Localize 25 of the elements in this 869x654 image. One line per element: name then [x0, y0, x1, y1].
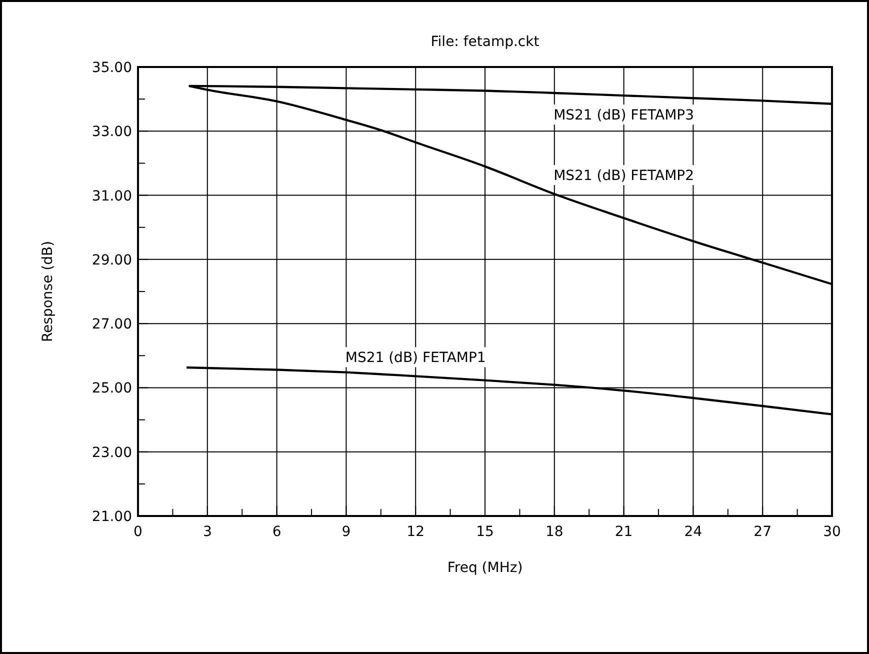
x-tick-label: 3 — [202, 524, 212, 540]
series-label: MS21 (dB) FETAMP3 — [554, 108, 694, 124]
x-tick-label: 21 — [614, 524, 633, 540]
x-tick-label: 9 — [342, 524, 351, 540]
series-label: MS21 (dB) FETAMP2 — [554, 168, 694, 184]
y-tick-label: 27.00 — [92, 316, 132, 333]
x-tick-label: 18 — [545, 524, 564, 540]
x-tick-label: 15 — [476, 524, 494, 540]
x-tick-label: 12 — [406, 524, 425, 540]
chart-title: File: fetamp.ckt — [430, 34, 540, 50]
y-tick-label: 35.00 — [92, 60, 132, 76]
y-tick-label: 23.00 — [92, 444, 132, 461]
y-tick-label: 31.00 — [92, 188, 132, 204]
series-label: MS21 (dB) FETAMP1 — [345, 350, 486, 366]
x-tick-label: 24 — [684, 524, 702, 540]
y-tick-label: 25.00 — [92, 380, 132, 397]
x-axis-title: Freq (MHz) — [447, 560, 523, 576]
x-tick-label: 0 — [134, 524, 142, 540]
y-tick-label: 21.00 — [92, 509, 132, 525]
x-tick-label: 30 — [823, 524, 841, 540]
x-tick-label: 6 — [272, 524, 282, 540]
y-axis-title: Response (dB) — [40, 240, 56, 342]
x-tick-label: 27 — [754, 524, 772, 540]
y-tick-label: 29.00 — [92, 252, 132, 268]
y-tick-label: 33.00 — [92, 124, 132, 140]
